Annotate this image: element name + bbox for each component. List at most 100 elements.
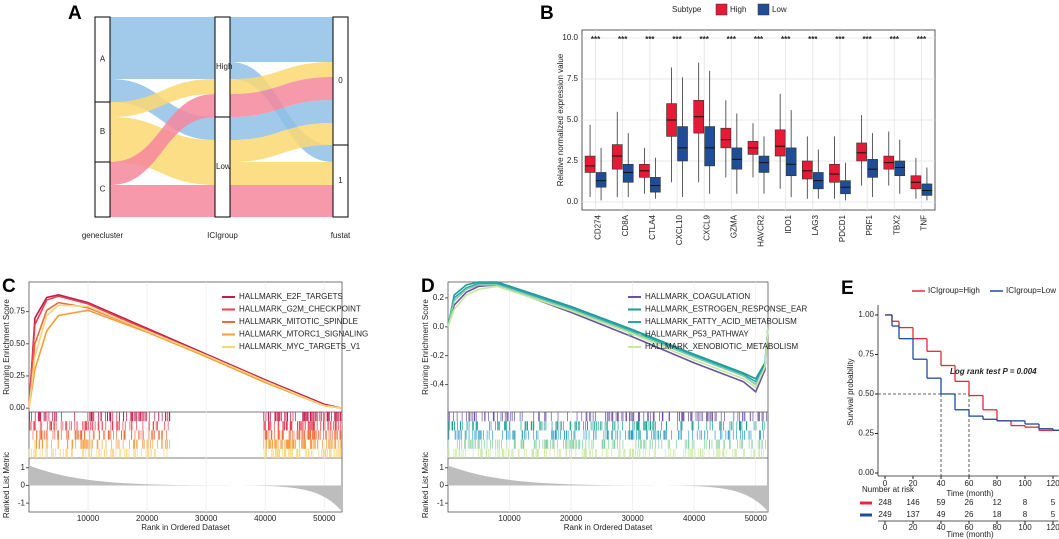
y-tick-label: 0.0 [567,197,579,206]
annotation: *** [672,35,682,44]
node [214,116,231,218]
risk-title: Number at risk [862,485,915,494]
y-tick-label: 10.0 [562,33,578,42]
x-tick-label: 80 [993,479,1002,488]
legend-label: HALLMARK_G2M_CHECKPOINT [239,305,361,314]
box [595,172,607,188]
box [758,155,770,173]
flow [230,123,333,162]
risk-count: 18 [993,510,1002,519]
panel-letter: E [841,278,854,299]
y2-tick-label: -1 [437,498,445,507]
box [720,127,732,149]
flow [110,17,215,79]
legend-label: HALLMARK_P53_PATHWAY [645,330,749,339]
y2-tick-label: 0 [440,481,445,490]
annotation: *** [890,35,900,44]
box [785,147,797,177]
y-tick-label: 0.75 [9,307,25,316]
node-label: 1 [338,176,343,185]
box [802,160,813,180]
legend-swatch [757,3,770,16]
x-tick-label: 50000 [745,514,768,523]
flow [110,94,215,185]
box [584,155,596,173]
x-axis-label: Rank in Ordered Dataset [564,523,653,532]
x-tick-label: 100 [1018,523,1032,532]
legend-label: ICIgroup=High [928,286,980,295]
enrichment-curve [28,294,343,409]
x-tick-label: 20 [909,523,918,532]
node-label: High [216,62,232,71]
x-axis-label: Rank in Ordered Dataset [141,523,230,532]
x-tick-label: CTLA4 [648,214,657,239]
x-tick-label: 120 [1046,479,1059,488]
y2-tick-label: 0 [21,481,26,490]
box [622,163,634,183]
risk-count: 146 [906,498,920,507]
box [829,163,840,183]
panel-letter: B [540,3,554,24]
y-axis-label: Running Enrichment Score [421,299,430,395]
annotation: Log rank test P = 0.004 [950,367,1037,376]
enrichment-curve [447,281,769,380]
annotation: *** [917,35,927,44]
x-tick-label: CD8A [621,214,630,236]
risk-count: 249 [878,510,892,519]
x-tick-label: 60 [965,479,974,488]
x-tick-label: GZMA [729,214,738,238]
x-tick-label: 60 [965,523,974,532]
annotation: *** [781,35,791,44]
risk-count: 5 [1051,510,1056,519]
x-tick-label: PRF1 [865,214,874,235]
y2-tick-label: 1 [440,463,445,472]
x-tick-label: IDO1 [784,214,793,233]
y-tick-label: 0.25 [858,429,874,438]
node-label: C [100,185,106,194]
legend-label: HALLMARK_MYC_TARGETS_V1 [239,342,361,351]
x-tick-label: 10000 [77,514,100,523]
flow [230,185,333,217]
y2-tick-label: -1 [18,498,26,507]
y-axis-label: Relative normalized expression value [556,53,565,186]
y2-tick-label: 1 [21,463,26,472]
y-tick-label: 2.5 [567,156,579,165]
x-tick-label: TNF [920,215,929,231]
risk-count: 8 [1023,510,1028,519]
y-tick-label: 0.50 [9,339,25,348]
x-tick-label: 80 [993,523,1002,532]
y-tick-label: 0.50 [858,389,874,398]
legend-title: Subtype [672,5,702,14]
legend-label: Low [772,5,787,14]
axis-label: genecluster [82,231,124,240]
y-tick-label: 0.00 [9,403,25,412]
y-tick-label: -0.4 [430,380,444,389]
enrichment-curve [447,285,769,389]
y-tick-label: -0.2 [430,351,444,360]
y-tick-label: 5.0 [567,115,579,124]
x-tick-label: 20000 [136,514,159,523]
box [774,129,786,157]
y2-axis-label: Ranked List Metric [421,452,430,518]
box [677,126,688,162]
risk-count: 59 [937,498,946,507]
y-axis-label: Running Enrichment Score [2,299,11,395]
box [731,147,743,170]
x-tick-label: 30000 [195,514,218,523]
y-tick-label: 7.5 [567,74,579,83]
legend-label: HALLMARK_MITOTIC_SPINDLE [239,317,358,326]
legend-label: HALLMARK_FATTY_ACID_METABOLISM [645,317,797,326]
x-tick-label: PDCD1 [838,214,847,242]
risk-count: 12 [993,498,1002,507]
y-tick-label: 0.75 [858,350,874,359]
panel-letter: C [2,276,16,297]
annotation: *** [700,35,710,44]
flow [230,17,333,62]
annotation: *** [754,35,764,44]
enrichment-curve [447,284,769,394]
y-tick-label: 0.00 [858,468,874,477]
x-tick-label: 120 [1046,523,1059,532]
y2-axis-label: Ranked List Metric [2,452,11,518]
node [332,144,349,218]
flow [230,77,333,117]
